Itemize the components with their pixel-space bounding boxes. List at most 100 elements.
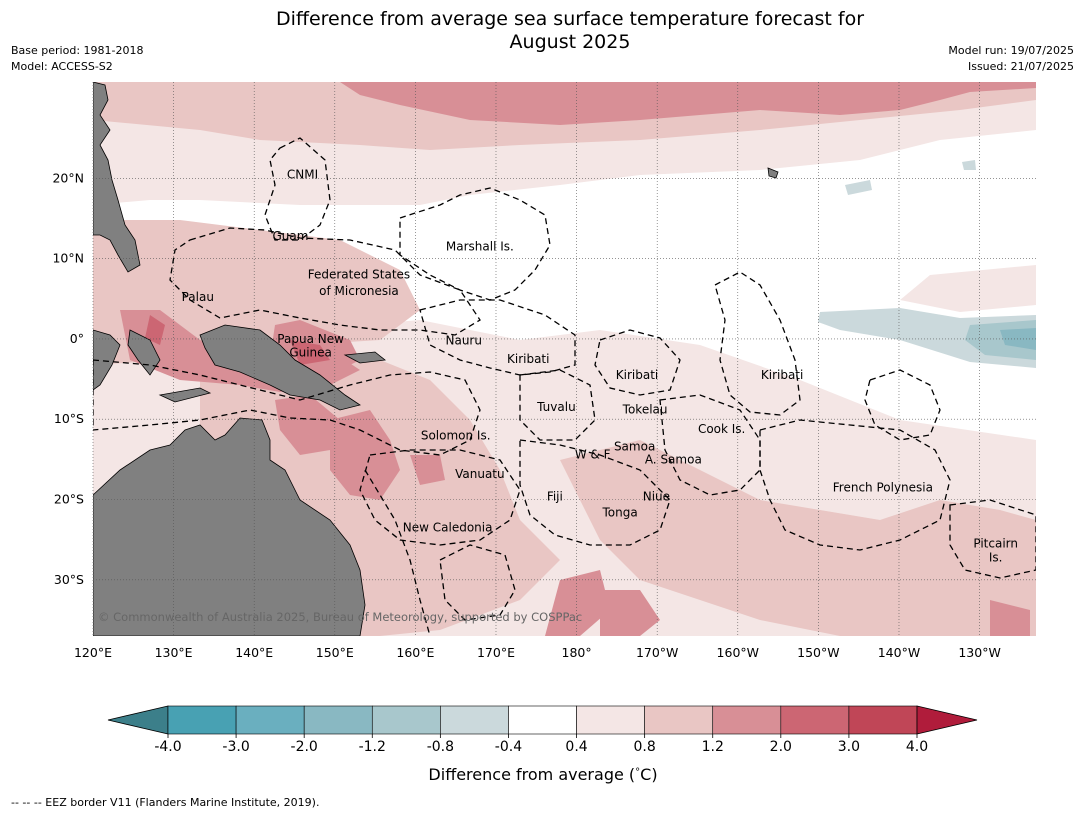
map-title: Difference from average sea surface temp… xyxy=(160,8,980,54)
borneo-sulawesi-land xyxy=(93,329,161,391)
land xyxy=(93,82,779,636)
place-label: Nauru xyxy=(446,334,482,348)
anomaly-band-0.8-1.2 xyxy=(93,82,1036,636)
colorbar-tick-label: 1.2 xyxy=(702,739,724,755)
colorbar-segment xyxy=(780,705,850,735)
map-area xyxy=(93,82,1036,636)
colorbar-tick-label: -1.2 xyxy=(359,739,386,755)
lat-tick-label: 20°S xyxy=(54,492,84,507)
eez-borders xyxy=(93,137,1036,636)
graticule xyxy=(92,82,1036,636)
place-label: New Caledonia xyxy=(403,521,493,535)
colorbar-tick-label: -0.4 xyxy=(495,739,522,755)
place-label: Federated States xyxy=(308,268,410,282)
place-label: Guinea xyxy=(289,346,332,360)
eez-kiribati-phoenix xyxy=(594,329,681,396)
eez-png-solomon xyxy=(93,359,481,456)
place-label: Tonga xyxy=(602,505,638,519)
colorbar-tick-label: -3.0 xyxy=(222,739,249,755)
place-label: Kiribati xyxy=(507,352,549,366)
colorbar-segment xyxy=(644,705,714,735)
eez-kiribati-gilbert xyxy=(419,299,576,376)
place-label: Samoa xyxy=(614,440,655,454)
lat-tick-label: 30°S xyxy=(54,572,84,587)
place-label: Tokelau xyxy=(622,403,668,417)
lat-tick-label: 10°S xyxy=(54,411,84,426)
place-label: W & F xyxy=(575,448,611,462)
colorbar-tick-label: 3.0 xyxy=(838,739,860,755)
colorbar-segment xyxy=(848,705,918,735)
base-period: Base period: 1981-2018 xyxy=(11,44,144,57)
place-label: Vanuatu xyxy=(455,467,505,481)
lon-tick-label: 150°W xyxy=(797,645,839,660)
place-label: Cook Is. xyxy=(698,422,745,436)
meta-right: Model run: 19/07/2025 Issued: 21/07/2025 xyxy=(948,43,1074,75)
lon-tick-label: 130°E xyxy=(155,645,193,660)
colorbar xyxy=(107,705,978,735)
lon-tick-label: 150°E xyxy=(316,645,354,660)
eez-marquesas xyxy=(864,369,941,441)
new-guinea-land xyxy=(199,324,361,411)
eez-australia-east xyxy=(364,469,431,636)
place-label: Kiribati xyxy=(616,368,658,382)
place-label: Palau xyxy=(182,290,214,304)
colorbar-tick-label: -4.0 xyxy=(154,739,181,755)
lon-tick-label: 170°E xyxy=(477,645,515,660)
map-labels: CNMI Guam Marshall Is. Federated States of M… xyxy=(182,167,1018,564)
eez-pitcairn xyxy=(949,499,1036,579)
lon-tick-label: 180° xyxy=(562,645,592,660)
colorbar-ticks: -4.0 -3.0 -2.0 -1.2 -0.8 -0.4 0.4 0.8 1.2 2.0 3.0 4… xyxy=(154,734,928,755)
place-label: Pitcairn xyxy=(973,537,1018,551)
colorbar-tick-label: 4.0 xyxy=(906,739,928,755)
place-label: Solomon Is. xyxy=(421,428,491,442)
place-label: Tuvalu xyxy=(536,400,576,414)
eez-norfolk xyxy=(439,544,516,621)
place-label: French Polynesia xyxy=(833,480,933,494)
eez-marshall xyxy=(399,187,551,301)
place-label: Guam xyxy=(272,229,308,243)
colorbar-segment xyxy=(371,705,441,735)
anomaly-band-2.0-3.0 xyxy=(145,315,330,365)
eez-vanuatu-newcal xyxy=(359,449,521,546)
eez-fiji-tonga xyxy=(519,439,671,546)
place-label: Papua New xyxy=(277,332,344,346)
place-label: Is. xyxy=(989,550,1003,564)
lat-tick-label: 20°N xyxy=(52,170,84,185)
lat-tick-label: 10°N xyxy=(52,251,84,266)
lon-tick-label: 130°W xyxy=(958,645,1000,660)
australia-land xyxy=(93,417,366,636)
place-label: CNMI xyxy=(287,167,318,181)
colorbar-label: Difference from average (°C) xyxy=(428,765,657,784)
colorbar-extend-high xyxy=(916,705,978,735)
latitude-ticks: 20°N 10°N 0° 10°S 20°S 30°S xyxy=(52,170,84,586)
colorbar-segment xyxy=(712,705,782,735)
hawaii-land xyxy=(767,167,779,179)
lon-tick-label: 140°E xyxy=(235,645,273,660)
lat-tick-label: 0° xyxy=(70,331,84,346)
place-label: Fiji xyxy=(547,489,563,503)
title-line-1: Difference from average sea surface temp… xyxy=(275,8,865,30)
eez-footnote: -- -- -- EEZ border V11 (Flanders Marine… xyxy=(11,796,320,809)
model-run: Model run: 19/07/2025 xyxy=(948,44,1074,57)
colorbar-segment xyxy=(508,705,577,735)
colorbar-tick-label: 0.8 xyxy=(634,739,656,755)
colorbar-segment xyxy=(440,705,509,735)
lon-tick-label: 120°E xyxy=(74,645,112,660)
eez-cook xyxy=(659,394,761,496)
colorbar-segment xyxy=(576,705,645,735)
timor-land xyxy=(158,387,212,403)
colorbar-segment xyxy=(167,705,237,735)
colorbar-segment xyxy=(235,705,305,735)
place-label: Marshall Is. xyxy=(446,240,514,254)
issued-date: Issued: 21/07/2025 xyxy=(967,60,1074,73)
anomaly-band-cool-light xyxy=(818,160,1036,368)
colorbar-segment xyxy=(303,705,373,735)
lon-tick-label: 170°W xyxy=(636,645,678,660)
lon-tick-label: 160°E xyxy=(396,645,434,660)
colorbar-extend-low xyxy=(107,705,169,735)
colorbar-tick-label: -2.0 xyxy=(291,739,318,755)
eez-fsm xyxy=(169,227,481,336)
eez-tuvalu xyxy=(519,369,596,441)
place-label: of Micronesia xyxy=(319,284,399,298)
